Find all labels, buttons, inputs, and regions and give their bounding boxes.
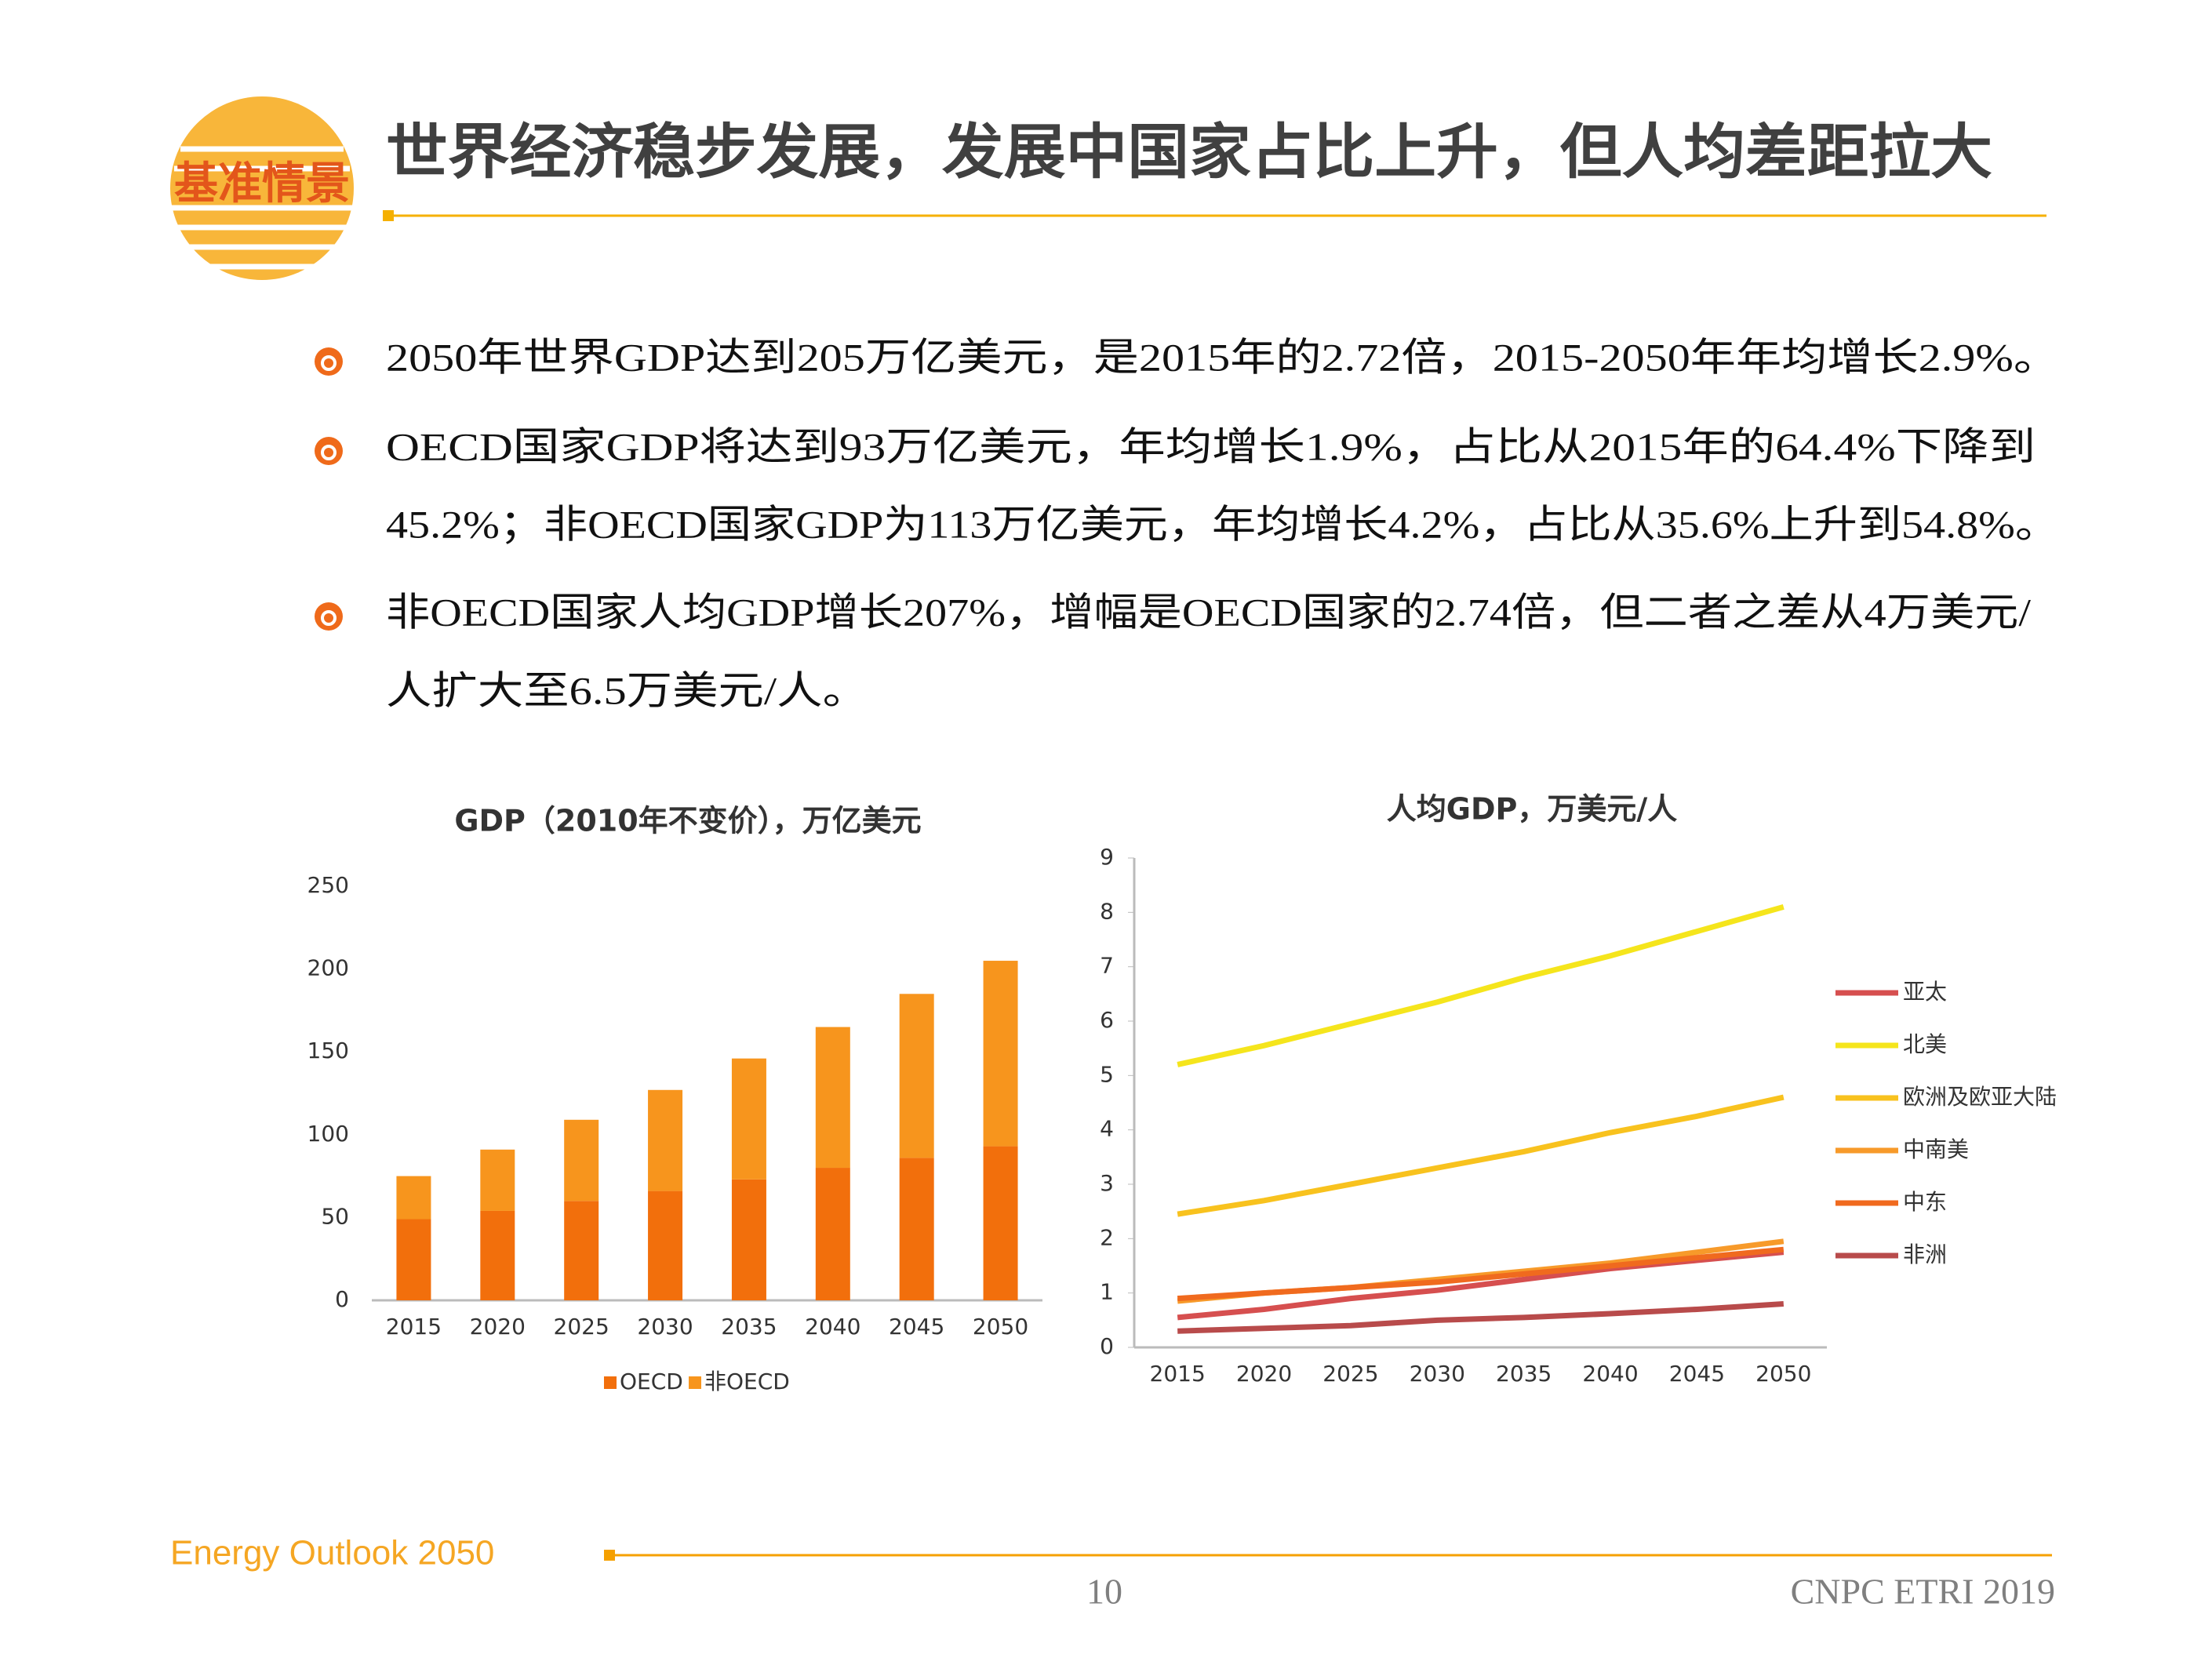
data-line xyxy=(1177,1246,1785,1302)
y-tick-label: 8 xyxy=(1100,898,1114,924)
bullet-text: 非OECD国家人均GDP增长207%，增幅是OECD国家的2.74倍，但二者之差… xyxy=(386,590,2031,634)
bar-segment xyxy=(983,1146,1018,1300)
x-tick-label: 2025 xyxy=(1322,1361,1378,1387)
x-tick-label: 2045 xyxy=(1669,1361,1725,1387)
x-tick-label: 2020 xyxy=(1236,1361,1292,1387)
x-tick-label: 2045 xyxy=(889,1314,944,1340)
page-title: 世界经济稳步发展，发展中国家占比上升，但人均差距拉大 xyxy=(386,117,1992,187)
bullet-icon xyxy=(315,437,343,465)
y-tick-label: 5 xyxy=(1100,1061,1114,1087)
logo-text: 基准情景 xyxy=(174,158,350,209)
legend-swatch xyxy=(604,1376,617,1389)
legend-label: 中南美 xyxy=(1903,1136,1969,1162)
data-line xyxy=(1177,904,1785,1067)
bar-segment xyxy=(648,1191,683,1300)
bar-segment xyxy=(480,1210,515,1300)
legend-label: OECD xyxy=(620,1369,683,1394)
bar-segment xyxy=(648,1089,683,1191)
y-tick-label: 7 xyxy=(1100,953,1114,979)
bullet-icon xyxy=(315,602,343,631)
footer-left: Energy Outlook 2050 xyxy=(170,1534,494,1572)
x-tick-label: 2015 xyxy=(1150,1361,1206,1387)
y-tick-label: 200 xyxy=(307,955,349,981)
x-tick-label: 2015 xyxy=(386,1314,442,1340)
data-line xyxy=(1177,1301,1785,1334)
x-tick-label: 2030 xyxy=(637,1314,693,1340)
bar-segment xyxy=(564,1119,599,1201)
x-tick-label: 2050 xyxy=(1755,1361,1811,1387)
title-marker xyxy=(383,210,394,221)
bullet-text: 2050年世界GDP达到205万亿美元，是2015年的2.72倍，2015-20… xyxy=(386,335,2059,379)
legend-label: 非洲 xyxy=(1903,1241,1947,1267)
bar-segment xyxy=(899,1158,934,1300)
x-tick-label: 2040 xyxy=(1582,1361,1638,1387)
y-tick-label: 0 xyxy=(335,1286,349,1312)
y-tick-label: 150 xyxy=(307,1038,349,1063)
bar-segment xyxy=(731,1058,766,1180)
chart-title: GDP（2010年不变价），万亿美元 xyxy=(454,804,921,838)
y-tick-label: 9 xyxy=(1100,844,1114,870)
x-tick-label: 2035 xyxy=(1496,1361,1552,1387)
chart-title: 人均GDP，万美元/人 xyxy=(1387,792,1677,827)
y-tick-label: 2 xyxy=(1100,1224,1114,1250)
y-tick-label: 1 xyxy=(1100,1279,1114,1305)
y-tick-label: 50 xyxy=(321,1203,349,1229)
logo-stripes xyxy=(171,146,353,270)
legend-label: 北美 xyxy=(1903,1031,1947,1057)
bar-segment xyxy=(480,1149,515,1211)
y-tick-label: 250 xyxy=(307,872,349,898)
bullet-icon xyxy=(315,347,343,376)
legend-label: 欧洲及欧亚大陆 xyxy=(1903,1084,2057,1110)
bar-segment xyxy=(983,961,1018,1147)
bar-segment xyxy=(815,1027,850,1169)
data-line xyxy=(1177,1094,1785,1217)
y-tick-label: 0 xyxy=(1100,1333,1114,1359)
bar-segment xyxy=(731,1179,766,1300)
footer-marker xyxy=(604,1550,615,1561)
x-tick-label: 2020 xyxy=(470,1314,526,1340)
y-tick-label: 3 xyxy=(1100,1170,1114,1196)
bullet-text: OECD国家GDP将达到93万亿美元，年均增长1.9%，占比从2015年的64.… xyxy=(386,424,2036,468)
legend-label: 亚太 xyxy=(1903,979,1947,1005)
x-tick-label: 2030 xyxy=(1410,1361,1465,1387)
legend-label: 非OECD xyxy=(704,1369,790,1394)
bullet-text: 人扩大至6.5万美元/人。 xyxy=(386,668,868,712)
footer-right: CNPC ETRI 2019 xyxy=(1791,1572,2055,1612)
bullet-icon-inner xyxy=(321,610,337,626)
logo-globe xyxy=(170,96,354,280)
y-tick-label: 4 xyxy=(1100,1116,1114,1142)
x-tick-label: 2025 xyxy=(554,1314,609,1340)
bullet-text: 45.2%；非OECD国家GDP为113万亿美元，年均增长4.2%，占比从35.… xyxy=(386,502,2059,546)
bullet-icon-inner xyxy=(321,355,337,371)
bullet-icon-inner xyxy=(321,445,337,460)
bar-segment xyxy=(815,1168,850,1300)
bar-segment xyxy=(396,1176,431,1220)
x-tick-label: 2040 xyxy=(805,1314,860,1340)
logo: 基准情景 xyxy=(170,96,354,280)
bar-segment xyxy=(899,994,934,1158)
x-tick-label: 2035 xyxy=(721,1314,777,1340)
page-number: 10 xyxy=(1086,1572,1122,1612)
x-tick-label: 2050 xyxy=(973,1314,1028,1340)
legend-label: 中东 xyxy=(1903,1189,1947,1215)
bar-segment xyxy=(564,1201,599,1300)
y-tick-label: 6 xyxy=(1100,1007,1114,1033)
y-tick-label: 100 xyxy=(307,1121,349,1147)
legend-swatch xyxy=(689,1376,701,1389)
bar-segment xyxy=(396,1219,431,1300)
